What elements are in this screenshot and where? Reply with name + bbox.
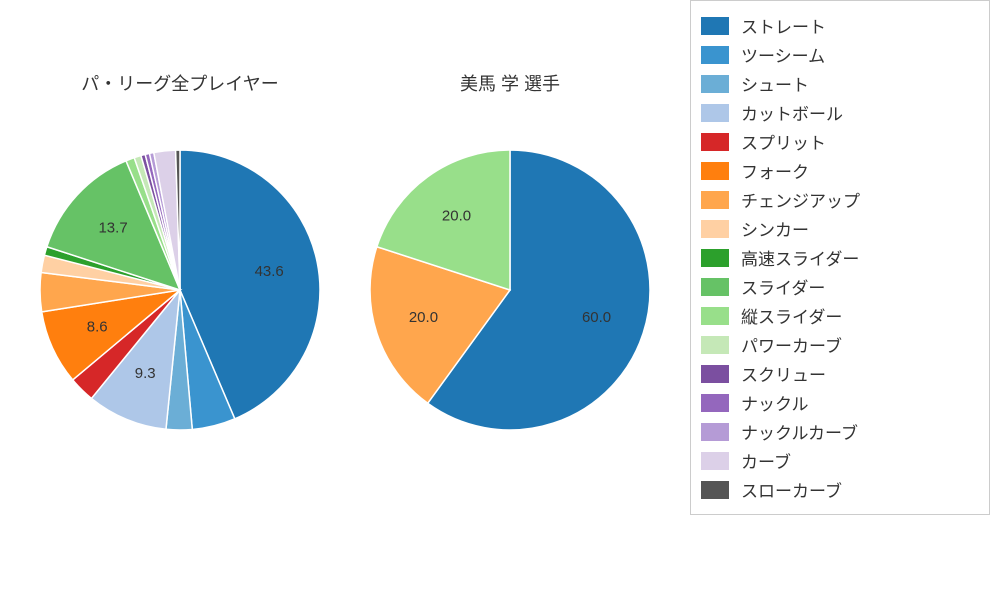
legend-swatch (701, 104, 729, 122)
legend-item: シンカー (701, 216, 979, 241)
legend-swatch (701, 278, 729, 296)
legend-swatch (701, 162, 729, 180)
legend-item: スローカーブ (701, 477, 979, 502)
legend-swatch (701, 336, 729, 354)
legend-item: ツーシーム (701, 42, 979, 67)
legend-label: カットボール (741, 100, 843, 125)
legend-item: ナックル (701, 390, 979, 415)
legend-label: ナックル (741, 390, 809, 415)
legend-item: ストレート (701, 13, 979, 38)
legend-item: 縦スライダー (701, 303, 979, 328)
legend-item: 高速スライダー (701, 245, 979, 270)
legend-label: ツーシーム (741, 42, 825, 67)
legend-item: パワーカーブ (701, 332, 979, 357)
legend-item: フォーク (701, 158, 979, 183)
legend-label: スクリュー (741, 361, 826, 386)
slice-label: 20.0 (442, 207, 471, 224)
legend-label: シュート (741, 71, 809, 96)
legend-item: スクリュー (701, 361, 979, 386)
legend-swatch (701, 75, 729, 93)
slice-label: 43.6 (255, 263, 284, 280)
chart-title: パ・リーグ全プレイヤー (81, 74, 278, 94)
legend-item: チェンジアップ (701, 187, 979, 212)
legend-swatch (701, 191, 729, 209)
legend-swatch (701, 307, 729, 325)
slice-label: 60.0 (582, 309, 611, 326)
legend-label: スライダー (741, 274, 825, 299)
legend-swatch (701, 46, 729, 64)
legend-label: ストレート (741, 13, 826, 38)
legend-label: ナックルカーブ (741, 419, 858, 444)
legend-swatch (701, 365, 729, 383)
slice-label: 9.3 (135, 365, 156, 382)
slice-label: 20.0 (409, 309, 438, 326)
legend-label: パワーカーブ (741, 332, 842, 357)
legend-swatch (701, 481, 729, 499)
legend-item: カットボール (701, 100, 979, 125)
legend-label: カーブ (741, 448, 791, 473)
legend-label: 高速スライダー (741, 245, 859, 270)
chart-title: 美馬 学 選手 (460, 74, 560, 94)
legend-swatch (701, 394, 729, 412)
charts-area: 43.6 9.3 8.6 13.7 パ・リーグ全プレイヤー 60.0 20.0 20.0 美馬 … (0, 0, 680, 600)
legend-label: スプリット (741, 129, 826, 154)
slice-label: 8.6 (87, 319, 108, 336)
pie-charts-svg: 43.6 9.3 8.6 13.7 パ・リーグ全プレイヤー 60.0 20.0 20.0 美馬 … (0, 0, 680, 600)
legend-swatch (701, 17, 729, 35)
legend-label: 縦スライダー (741, 303, 842, 328)
legend-swatch (701, 452, 729, 470)
legend-swatch (701, 423, 729, 441)
legend-item: スライダー (701, 274, 979, 299)
legend-label: スローカーブ (741, 477, 842, 502)
legend-item: スプリット (701, 129, 979, 154)
legend-label: シンカー (741, 216, 809, 241)
legend-label: フォーク (741, 158, 809, 183)
legend-swatch (701, 133, 729, 151)
legend-item: ナックルカーブ (701, 419, 979, 444)
legend-swatch (701, 249, 729, 267)
legend-label: チェンジアップ (741, 187, 860, 212)
legend-item: カーブ (701, 448, 979, 473)
legend-swatch (701, 220, 729, 238)
legend: ストレートツーシームシュートカットボールスプリットフォークチェンジアップシンカー… (690, 0, 990, 515)
slice-label: 13.7 (98, 219, 127, 236)
legend-item: シュート (701, 71, 979, 96)
